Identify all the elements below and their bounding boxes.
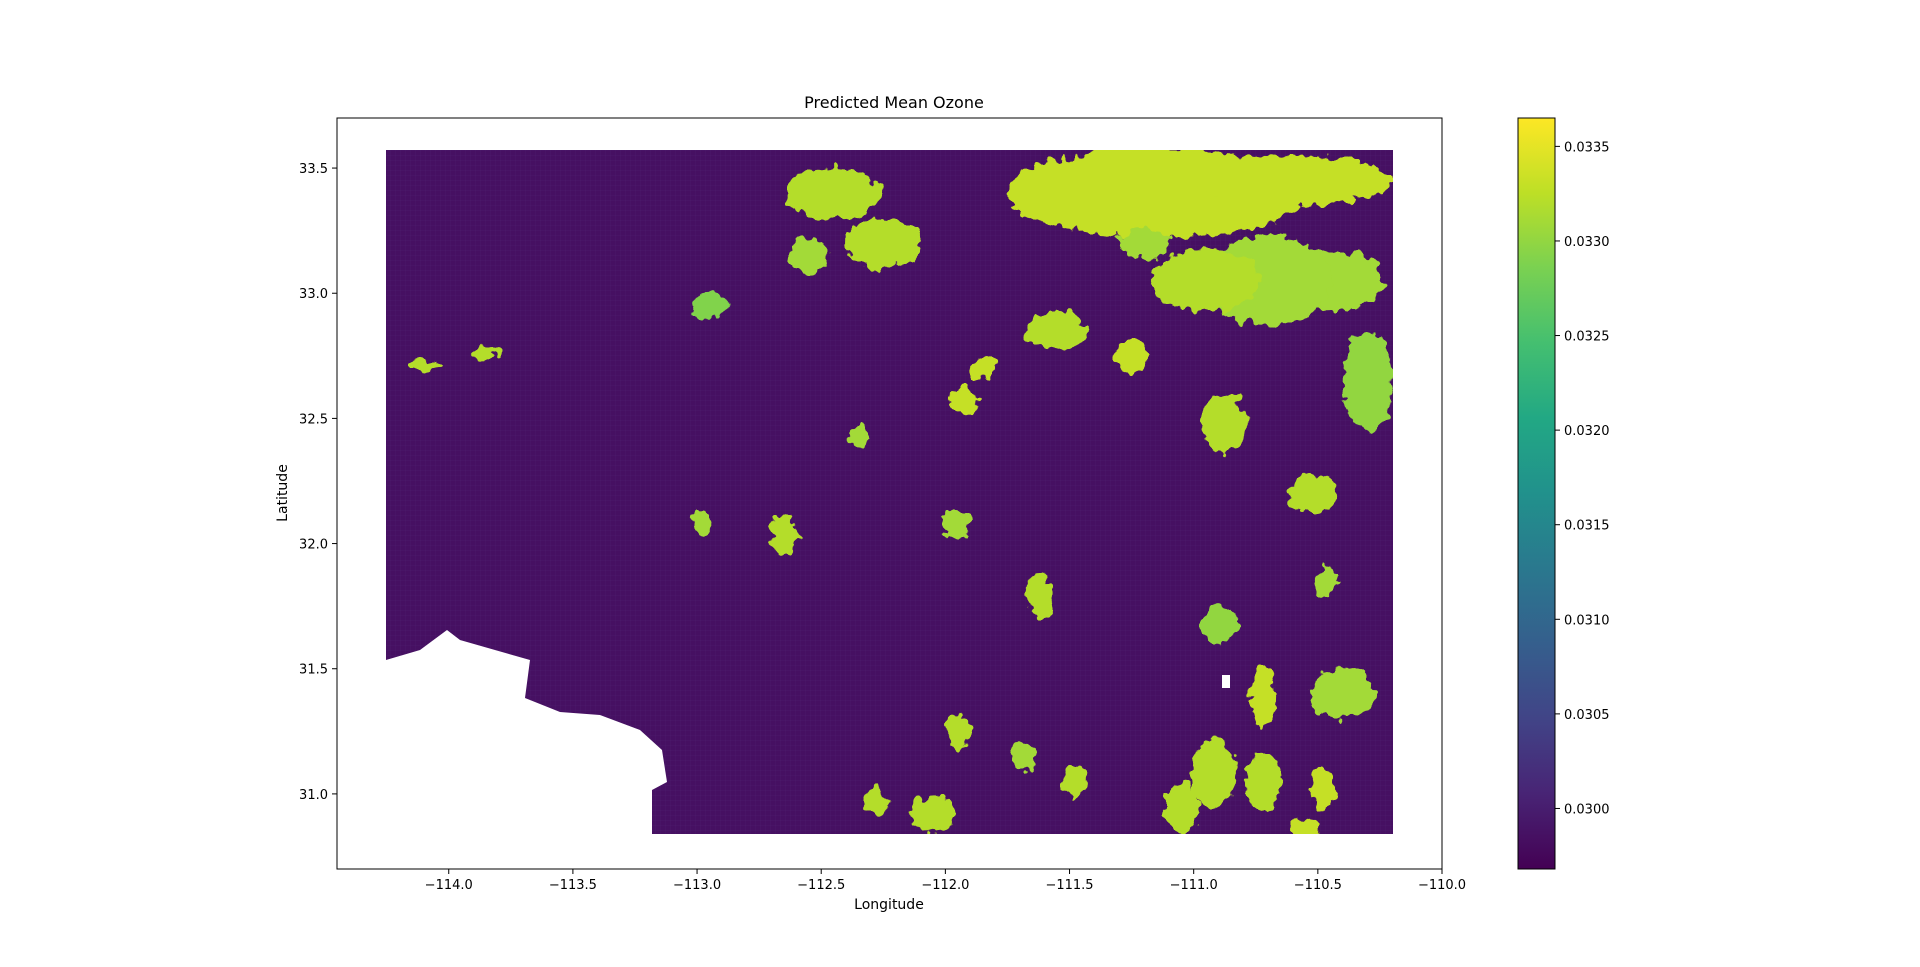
high-ozone-region-21	[1310, 668, 1375, 719]
high-ozone-region-10	[1027, 310, 1087, 351]
x-tick-label: −110.0	[1418, 878, 1466, 893]
high-ozone-region-35	[406, 360, 442, 371]
high-ozone-region-31	[910, 796, 956, 832]
colorbar-tick-label: 0.0300	[1564, 802, 1610, 817]
high-ozone-region-25	[1245, 751, 1281, 812]
x-tick-label: −111.0	[1170, 878, 1218, 893]
high-ozone-region-1	[1193, 155, 1393, 206]
high-ozone-region-20	[1201, 603, 1236, 644]
high-ozone-region-28	[1163, 781, 1199, 832]
plot-frame	[336, 117, 1443, 870]
high-ozone-region-33	[1012, 741, 1038, 772]
x-tick-label: −114.0	[425, 878, 473, 893]
x-axis-label: Longitude	[854, 897, 924, 913]
high-ozone-region-36	[952, 385, 978, 416]
y-tick-label: 33.0	[299, 287, 328, 302]
masked-pocket	[1222, 675, 1230, 688]
y-tick-label: 33.5	[299, 162, 328, 177]
high-ozone-region-23	[1315, 566, 1336, 597]
colorbar	[1517, 117, 1556, 870]
colorbar-tick-label: 0.0325	[1564, 330, 1610, 345]
high-ozone-region-18	[692, 511, 712, 537]
high-ozone-region-12	[970, 355, 996, 381]
colorbar-tick-label: 0.0335	[1564, 140, 1610, 155]
high-ozone-region-8	[788, 238, 829, 274]
high-ozone-region-29	[1062, 766, 1087, 797]
high-ozone-region-30	[945, 713, 971, 749]
colorbar-tick-label: 0.0305	[1564, 708, 1610, 723]
high-ozone-region-9	[692, 293, 727, 319]
x-tick-label: −110.5	[1294, 878, 1342, 893]
y-tick-label: 32.5	[299, 412, 328, 427]
high-ozone-region-19	[1027, 571, 1053, 617]
high-ozone-region-17	[771, 516, 797, 557]
high-ozone-region-26	[1310, 766, 1336, 812]
colorbar-tick-label: 0.0310	[1564, 613, 1610, 628]
y-tick-label: 31.0	[299, 788, 328, 803]
high-ozone-region-24	[1191, 738, 1236, 809]
high-ozone-region-6	[783, 168, 884, 219]
x-tick-label: −112.5	[797, 878, 845, 893]
high-ozone-region-34	[468, 348, 504, 359]
high-ozone-region-7	[846, 218, 921, 269]
high-ozone-region-27	[1290, 818, 1321, 834]
high-ozone-region-22	[1250, 666, 1276, 727]
heatmap-field	[386, 150, 1393, 834]
high-ozone-region-14	[1288, 473, 1338, 514]
high-ozone-region-37	[1119, 228, 1169, 259]
high-ozone-region-13	[1201, 393, 1246, 454]
x-tick-label: −111.5	[1045, 878, 1093, 893]
colorbar-tick-label: 0.0330	[1564, 235, 1610, 250]
colorbar-tick-label: 0.0315	[1564, 519, 1610, 534]
chart-title: Predicted Mean Ozone	[804, 93, 984, 112]
colorbar-tick-label: 0.0320	[1564, 424, 1610, 439]
high-ozone-region-16	[940, 508, 971, 539]
y-tick-label: 31.5	[299, 663, 328, 678]
x-tick-label: −112.0	[921, 878, 969, 893]
x-tick-label: −113.0	[673, 878, 721, 893]
y-tick-label: 32.0	[299, 538, 328, 553]
high-ozone-region-11	[1114, 338, 1149, 374]
high-ozone-region-32	[863, 786, 889, 817]
high-ozone-region-15	[846, 425, 871, 446]
high-ozone-region-5	[1151, 250, 1261, 311]
x-tick-label: −113.5	[549, 878, 597, 893]
y-axis-label: Latitude	[275, 464, 291, 522]
high-ozone-region-4	[1342, 330, 1393, 431]
